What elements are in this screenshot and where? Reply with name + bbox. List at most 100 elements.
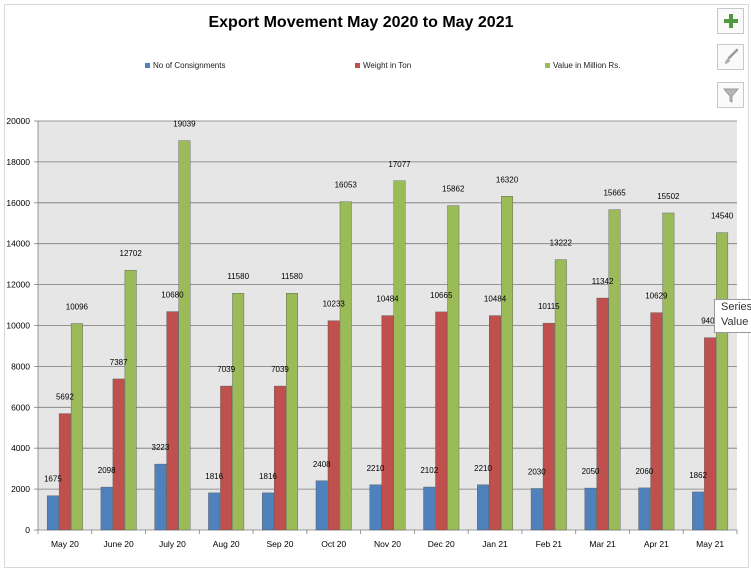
bar-1: [381, 315, 394, 531]
bar-1: [274, 385, 286, 531]
bar-1: [112, 378, 125, 531]
plus-icon: [723, 14, 738, 28]
bar-0: [530, 488, 543, 531]
data-label: 16320: [496, 175, 519, 184]
data-label: 10484: [376, 295, 399, 304]
data-labels-group: 1675 5692 10096 2098 7387 12702 3223 10680 19039…: [44, 120, 734, 484]
y-tick-label: 14000: [6, 239, 30, 249]
x-tick-label: Sep 20: [266, 539, 293, 549]
x-tick-label: Nov 20: [374, 539, 401, 549]
bar-0: [369, 484, 382, 531]
legend-item-value[interactable]: Value in Million Rs.: [545, 61, 620, 70]
bar-2: [554, 259, 567, 531]
data-label: 9406: [701, 317, 719, 326]
x-tick-label: Apr 21: [644, 539, 669, 549]
data-label: 15862: [442, 185, 465, 194]
bars-group: [46, 140, 729, 531]
y-tick-label: 16000: [6, 198, 30, 208]
y-tick-label: 8000: [11, 361, 30, 371]
bar-2: [70, 323, 83, 531]
bar-0: [208, 492, 221, 531]
data-label: 13222: [550, 239, 573, 248]
bar-2: [393, 180, 406, 531]
data-label: 1816: [205, 472, 223, 481]
data-label: 10096: [66, 303, 89, 312]
data-label: 3223: [152, 443, 170, 452]
bar-2: [447, 205, 460, 531]
bar-1: [542, 322, 555, 531]
filter-icon: [722, 88, 739, 103]
bar-2: [178, 140, 191, 531]
bar-0: [584, 487, 597, 531]
x-tick-label: Aug 20: [213, 539, 240, 549]
legend-swatch-consignments: [145, 63, 150, 68]
x-tick-label: July 20: [159, 539, 186, 549]
legend-item-consignments[interactable]: No of Consignments: [145, 61, 225, 70]
y-tick-label: 6000: [11, 402, 30, 412]
data-label: 2030: [528, 467, 546, 476]
bar-2: [716, 232, 729, 531]
bar-2: [662, 212, 675, 531]
data-label: 1675: [44, 475, 62, 484]
data-label: 2050: [582, 467, 600, 476]
x-tick-label: June 20: [104, 539, 135, 549]
y-tick-label: 2000: [11, 484, 30, 494]
data-label: 15502: [657, 192, 680, 201]
data-label: 15665: [603, 189, 626, 198]
legend-swatch-weight: [355, 63, 360, 68]
data-label: 16053: [335, 181, 358, 190]
data-label: 7387: [110, 358, 128, 367]
bar-2: [286, 292, 298, 531]
bar-2: [339, 201, 352, 531]
data-label: 19039: [173, 120, 196, 129]
data-label: 1816: [259, 472, 277, 481]
data-label: 2102: [420, 466, 438, 475]
chart-title: Export Movement May 2020 to May 2021: [208, 14, 514, 31]
bar-1: [58, 413, 71, 531]
bar-2: [501, 196, 513, 531]
bar-0: [315, 480, 328, 531]
tooltip-value-label: Value: [721, 316, 749, 328]
data-label: 10680: [161, 291, 184, 300]
bar-1: [704, 337, 717, 531]
bar-0: [100, 486, 113, 531]
bar-1: [650, 312, 663, 531]
data-label: 2408: [313, 460, 331, 469]
bar-1: [596, 297, 609, 531]
legend-label-value: Value in Million Rs.: [553, 61, 621, 70]
data-label: 10629: [645, 292, 668, 301]
data-label: 10665: [430, 291, 453, 300]
legend-swatch-value: [545, 63, 550, 68]
data-label: 10484: [484, 295, 507, 304]
x-tick-label: Feb 21: [536, 539, 563, 549]
add-chart-element-button[interactable]: [717, 8, 744, 34]
x-tick-label: May 20: [51, 539, 79, 549]
legend-item-weight[interactable]: Weight in Ton: [355, 61, 411, 70]
x-tick-label: Dec 20: [428, 539, 455, 549]
y-tick-label: 20000: [6, 116, 30, 126]
chart-filter-button[interactable]: [717, 82, 744, 108]
data-label: 11580: [281, 272, 303, 281]
data-label: 11342: [592, 277, 614, 286]
data-label: 2210: [367, 464, 385, 473]
data-label: 10115: [538, 302, 560, 311]
bar-0: [477, 484, 489, 531]
bar-0: [692, 491, 705, 531]
bar-1: [327, 320, 340, 531]
data-label: 14540: [711, 212, 734, 221]
data-label: 1862: [689, 471, 707, 480]
bar-2: [232, 292, 245, 531]
bar-1: [220, 385, 233, 531]
data-label: 2060: [635, 467, 653, 476]
data-label: 7039: [217, 365, 235, 374]
legend-label-consignments: No of Consignments: [153, 61, 226, 70]
x-tick-label: Mar 21: [589, 539, 616, 549]
bar-1: [489, 315, 501, 531]
bar-0: [423, 486, 436, 531]
axes-group: 0 2000 4000 6000 8000 10000 12000 14000 16000 180…: [6, 116, 738, 549]
y-tick-label: 0: [25, 525, 30, 535]
data-label: 12702: [120, 249, 143, 258]
bar-0: [262, 492, 274, 531]
chart-style-button[interactable]: [717, 44, 744, 70]
